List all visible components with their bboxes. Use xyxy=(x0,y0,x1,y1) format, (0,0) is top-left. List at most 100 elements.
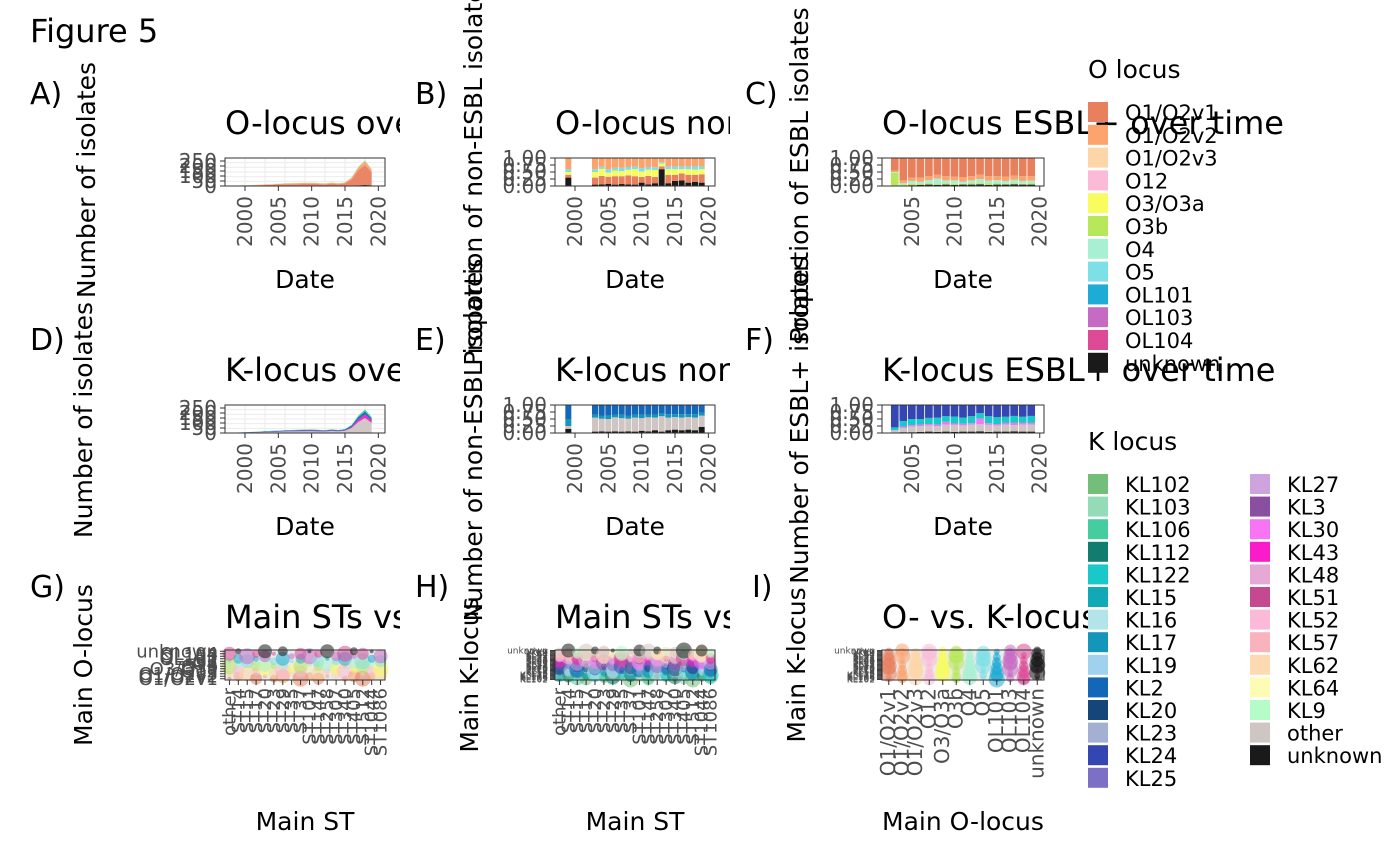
x-tick-label: 2015 xyxy=(333,196,357,247)
x-tick-label: ST20 xyxy=(585,688,606,733)
bar-segment-KL122 xyxy=(916,419,925,425)
panel-border xyxy=(224,649,386,681)
legend-label: KL52 xyxy=(1287,609,1339,633)
bar-segment-O1-O2v2 xyxy=(652,158,658,168)
bar-segment-O1-O2v1 xyxy=(916,158,925,178)
panel-title: O-locus ESBL+ over time xyxy=(882,104,1284,142)
bar-segment-O1-O2v2 xyxy=(678,158,685,167)
bar-segment-other xyxy=(976,424,984,432)
y-axis-label: Number of non-ESBL isolates xyxy=(459,259,488,622)
bar-segment-unknown xyxy=(625,184,632,186)
bar-segment-KL17 xyxy=(598,415,605,419)
bar-segment-O1-O2v2 xyxy=(645,158,652,167)
legend-label: O1/O2v1 xyxy=(1125,101,1218,125)
bar-segment-unknown xyxy=(612,431,618,433)
bar-segment-other xyxy=(1010,425,1018,432)
x-tick-label: 2010 xyxy=(300,196,324,247)
bar-segment-KL30 xyxy=(1001,422,1010,425)
y-tick-label: 50 xyxy=(192,416,217,440)
bar-segment-unknown xyxy=(925,431,933,433)
bubble xyxy=(965,649,974,658)
y-tick-label: KL30 xyxy=(853,658,876,668)
bar-segment-unknown xyxy=(652,183,658,186)
legend-swatch xyxy=(1088,102,1108,122)
x-axis-label: Date xyxy=(605,512,665,541)
bar-segment-unknown xyxy=(959,431,967,433)
bar-segment-unknown xyxy=(698,426,705,433)
legend-swatch xyxy=(1250,654,1270,675)
y-axis-label: Number of isolates xyxy=(72,62,101,298)
x-tick-label: ST37 xyxy=(291,688,312,733)
y-tick-label: unknown xyxy=(834,647,875,657)
legend-label: O3/O3a xyxy=(1125,192,1205,216)
bar-segment-O3b xyxy=(1001,183,1010,185)
x-tick-label: unknown xyxy=(1024,688,1048,779)
panel-label: D) xyxy=(30,323,65,358)
bar-segment-KL24 xyxy=(1018,405,1027,417)
y-tick-label: 250 xyxy=(179,149,217,173)
panel-label: B) xyxy=(415,77,447,112)
bubble xyxy=(950,645,963,658)
bar-segment-KL30 xyxy=(950,423,959,425)
bar-segment-KL30 xyxy=(899,426,908,428)
x-tick-label: ST29 xyxy=(603,688,624,733)
bar-segment-KL122 xyxy=(942,416,950,422)
legend-label: KL15 xyxy=(1125,586,1177,610)
bar-segment-O4 xyxy=(1001,180,1010,184)
bar-segment-O1-O2v2 xyxy=(925,176,933,181)
panel-title: K-locus ESBL+ over time xyxy=(882,351,1275,389)
bar-segment-unknown xyxy=(638,430,645,433)
bar-segment-KL30 xyxy=(925,424,933,426)
bar-segment-KL30 xyxy=(976,418,984,425)
y-tick-label: 0.25 xyxy=(829,414,874,438)
x-tick-label: 2015 xyxy=(985,443,1009,494)
y-tick-label: 200 xyxy=(179,154,217,178)
y-tick-label: KL27 xyxy=(526,660,548,670)
bar-segment-KL30 xyxy=(967,423,976,425)
legend-swatch xyxy=(1088,330,1108,350)
bar-segment-other xyxy=(933,426,942,432)
bar-segment-KL30 xyxy=(993,424,1001,426)
panel-title: O- vs. K-locus xyxy=(882,598,1098,636)
bar-segment-KL24 xyxy=(959,405,967,418)
bar-segment-KL2 xyxy=(592,405,598,415)
bar-segment-O1-O2v2 xyxy=(692,158,698,167)
bar-segment-other xyxy=(1018,424,1027,432)
x-tick-label: ST340 xyxy=(665,688,686,745)
x-tick-label: ST101 xyxy=(629,688,650,745)
legend-swatch xyxy=(1088,700,1108,720)
bar-segment-O1-O2v1 xyxy=(665,174,672,184)
legend-label: KL103 xyxy=(1125,496,1191,520)
x-tick-label: 2020 xyxy=(696,196,720,247)
legend-swatch xyxy=(1088,722,1108,743)
bubble xyxy=(258,644,272,659)
y-axis-label: Main K-locus xyxy=(782,587,811,742)
bar-segment-KL2 xyxy=(678,405,685,415)
bar-segment-O4 xyxy=(976,179,984,184)
bar-segment-KL2 xyxy=(612,405,618,415)
bubble xyxy=(288,653,295,660)
x-tick-label: ST17 xyxy=(246,688,267,733)
bar-segment-O1-O2v1 xyxy=(692,174,698,182)
bar-segment-O1-O2v2 xyxy=(565,158,572,170)
bar-segment-O5 xyxy=(618,167,625,172)
y-tick-label: KL57 xyxy=(853,652,875,662)
bar-segment-O3-O3a xyxy=(672,169,678,175)
y-tick-label: 50 xyxy=(192,169,217,193)
y-tick-label: 1.00 xyxy=(829,393,874,417)
y-tick-label: KL20 xyxy=(526,664,549,674)
bubble xyxy=(250,672,263,685)
legend-swatch xyxy=(1088,767,1108,788)
legend-label: KL27 xyxy=(1287,473,1339,497)
bar-segment-unknown xyxy=(605,183,612,186)
bar-segment-unknown xyxy=(967,431,976,433)
legend-label: O1/O2v3 xyxy=(1125,147,1218,171)
legend-swatch xyxy=(1088,564,1108,585)
y-tick-label: KL25 xyxy=(526,661,548,671)
y-tick-label: other xyxy=(851,648,875,658)
y-tick-label: 0.50 xyxy=(829,407,874,431)
legend-swatch xyxy=(1250,700,1270,720)
bar-segment-KL2 xyxy=(618,405,625,415)
